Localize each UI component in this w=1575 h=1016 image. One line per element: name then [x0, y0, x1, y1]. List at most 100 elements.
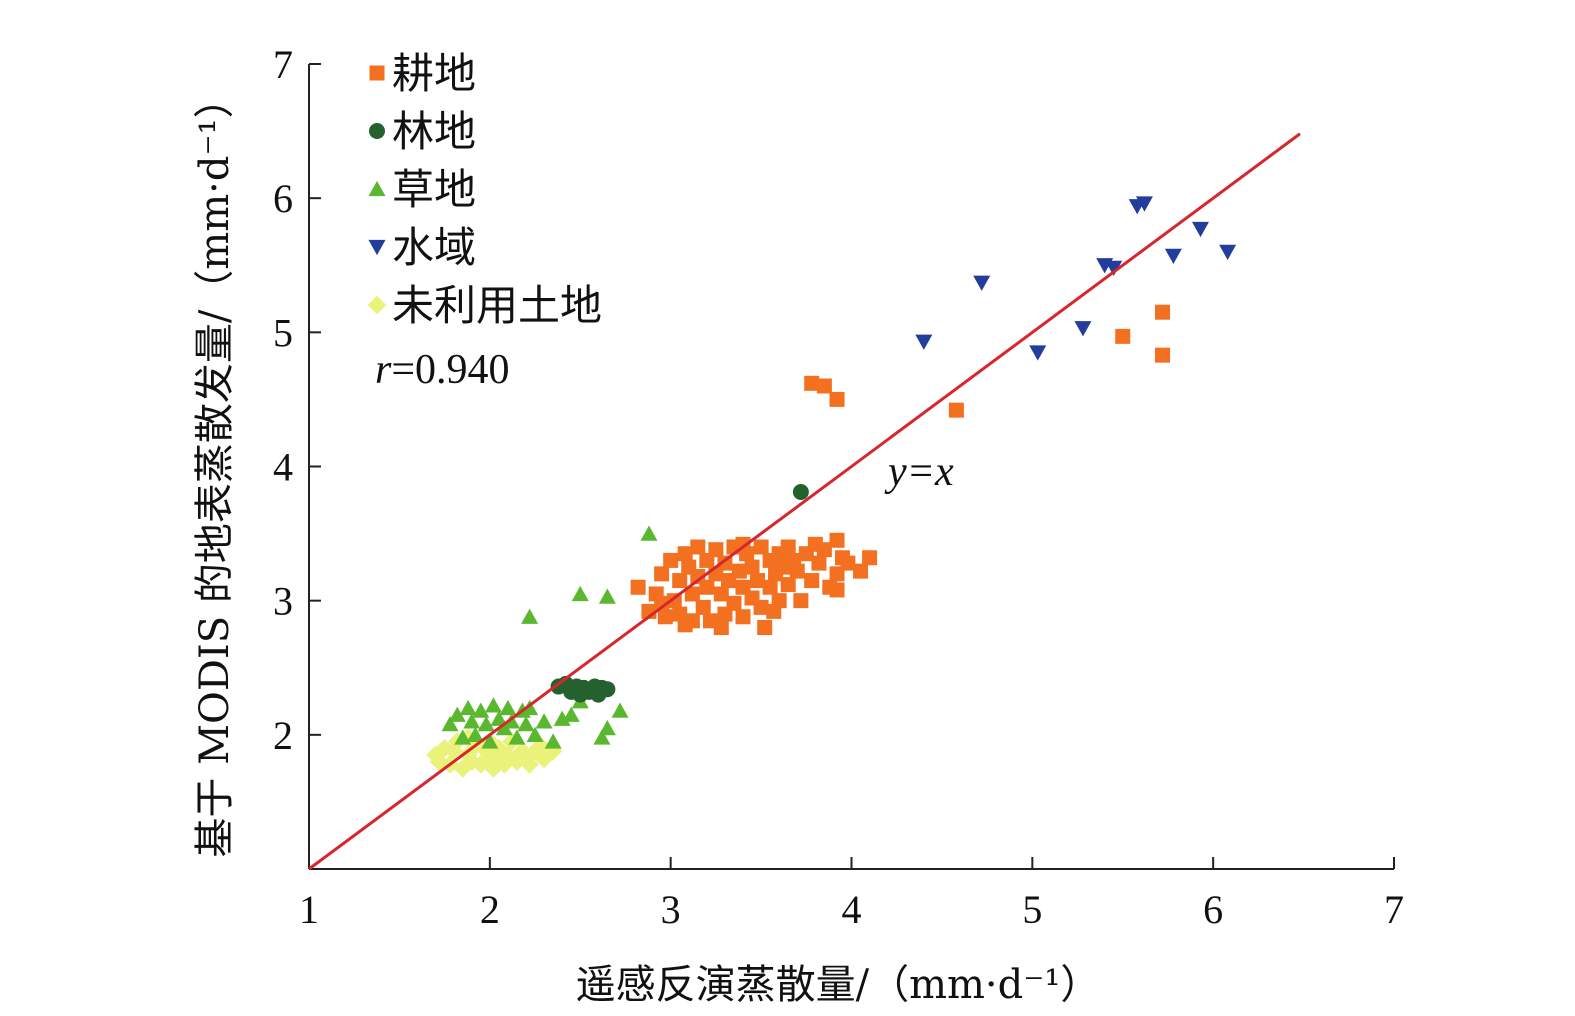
- data-point: [444, 741, 463, 761]
- data-points: [426, 196, 1237, 778]
- series-0: [630, 304, 1171, 635]
- data-point: [654, 595, 670, 611]
- data-point: [708, 542, 724, 558]
- data-point: [829, 582, 845, 598]
- data-point: [677, 617, 693, 633]
- series-1: [550, 483, 809, 703]
- data-point: [484, 759, 503, 778]
- x-tick-label: 7: [1384, 887, 1404, 932]
- data-point: [753, 539, 769, 555]
- series-3: [915, 196, 1237, 361]
- data-point: [477, 715, 495, 732]
- axes: 1 2 3 4 5 6 7 2 3 4 5 6 7: [273, 42, 1404, 932]
- x-tick-label: 5: [1022, 887, 1042, 932]
- series-2: [441, 525, 658, 749]
- data-point: [448, 706, 466, 722]
- data-point: [454, 729, 472, 745]
- data-point: [793, 593, 809, 609]
- data-point: [598, 720, 616, 736]
- legend-label: 耕地: [392, 49, 476, 98]
- data-point: [435, 738, 454, 758]
- annot-r-variable: r: [375, 347, 392, 393]
- data-point: [466, 726, 484, 742]
- x-axis-title: 遥感反演蒸散量/（mm·d⁻¹）: [576, 962, 1101, 1008]
- data-point: [499, 699, 517, 716]
- data-point: [862, 550, 878, 566]
- legend-label: 林地: [392, 107, 476, 156]
- data-point: [463, 713, 481, 729]
- data-point: [503, 713, 521, 729]
- data-point: [731, 563, 747, 579]
- data-point: [1155, 347, 1171, 363]
- data-point: [749, 573, 765, 589]
- data-point: [811, 555, 827, 571]
- data-point: [816, 542, 832, 558]
- data-point: [490, 710, 508, 726]
- legend-label: 未利用土地: [392, 281, 602, 330]
- data-point: [1029, 345, 1047, 361]
- data-point: [1135, 196, 1153, 212]
- reference-line-y-equals-x: [308, 132, 1301, 871]
- correlation-annotation: r=0.940: [375, 347, 510, 393]
- data-point: [829, 532, 845, 548]
- data-point: [695, 599, 711, 615]
- data-point: [508, 729, 526, 745]
- data-point: [1219, 244, 1237, 260]
- data-point: [677, 546, 693, 562]
- data-point: [521, 608, 539, 624]
- data-point: [441, 715, 459, 732]
- x-tick-label: 3: [661, 887, 681, 932]
- data-point: [535, 713, 553, 729]
- data-point: [726, 595, 742, 611]
- data-point: [735, 609, 751, 625]
- data-point: [973, 275, 991, 291]
- y-tick-label: 6: [273, 176, 293, 221]
- series-4: [426, 728, 563, 778]
- data-point: [571, 585, 589, 602]
- line-label: y=x: [884, 449, 954, 495]
- legend-marker: [369, 123, 385, 139]
- x-tick-label: 1: [299, 887, 319, 932]
- legend-label: 草地: [392, 165, 476, 214]
- data-point: [780, 539, 796, 555]
- data-point: [520, 755, 539, 774]
- annot-r-value: =0.940: [391, 347, 509, 393]
- data-point: [517, 715, 535, 732]
- data-point: [829, 391, 845, 407]
- data-point: [562, 706, 580, 722]
- data-point: [713, 586, 729, 602]
- y-tick-label: 7: [273, 42, 293, 87]
- data-point: [593, 729, 611, 745]
- data-point: [553, 710, 571, 726]
- data-point: [598, 588, 616, 604]
- data-point: [453, 759, 473, 778]
- data-point: [1192, 221, 1210, 238]
- data-point: [521, 699, 539, 716]
- data-point: [640, 525, 658, 541]
- y-tick-label: 2: [273, 713, 293, 758]
- data-point: [630, 579, 646, 595]
- data-point: [915, 334, 933, 350]
- data-point: [672, 573, 688, 589]
- data-point: [544, 733, 562, 749]
- data-point: [1164, 248, 1182, 264]
- data-point: [766, 603, 782, 619]
- legend-label: 水域: [392, 223, 476, 272]
- data-point: [684, 586, 700, 602]
- data-point: [762, 579, 778, 595]
- data-point: [531, 736, 550, 755]
- data-point: [780, 577, 796, 593]
- data-point: [1115, 328, 1131, 344]
- y-tick-label: 5: [273, 310, 293, 355]
- data-point: [713, 620, 729, 635]
- data-point: [611, 702, 629, 718]
- data-point: [599, 681, 616, 698]
- reference-line: [308, 132, 1301, 871]
- data-point: [1105, 260, 1123, 277]
- y-tick-label: 4: [273, 445, 293, 490]
- data-point: [789, 563, 805, 579]
- legend-marker: [369, 65, 385, 81]
- data-point: [489, 738, 509, 758]
